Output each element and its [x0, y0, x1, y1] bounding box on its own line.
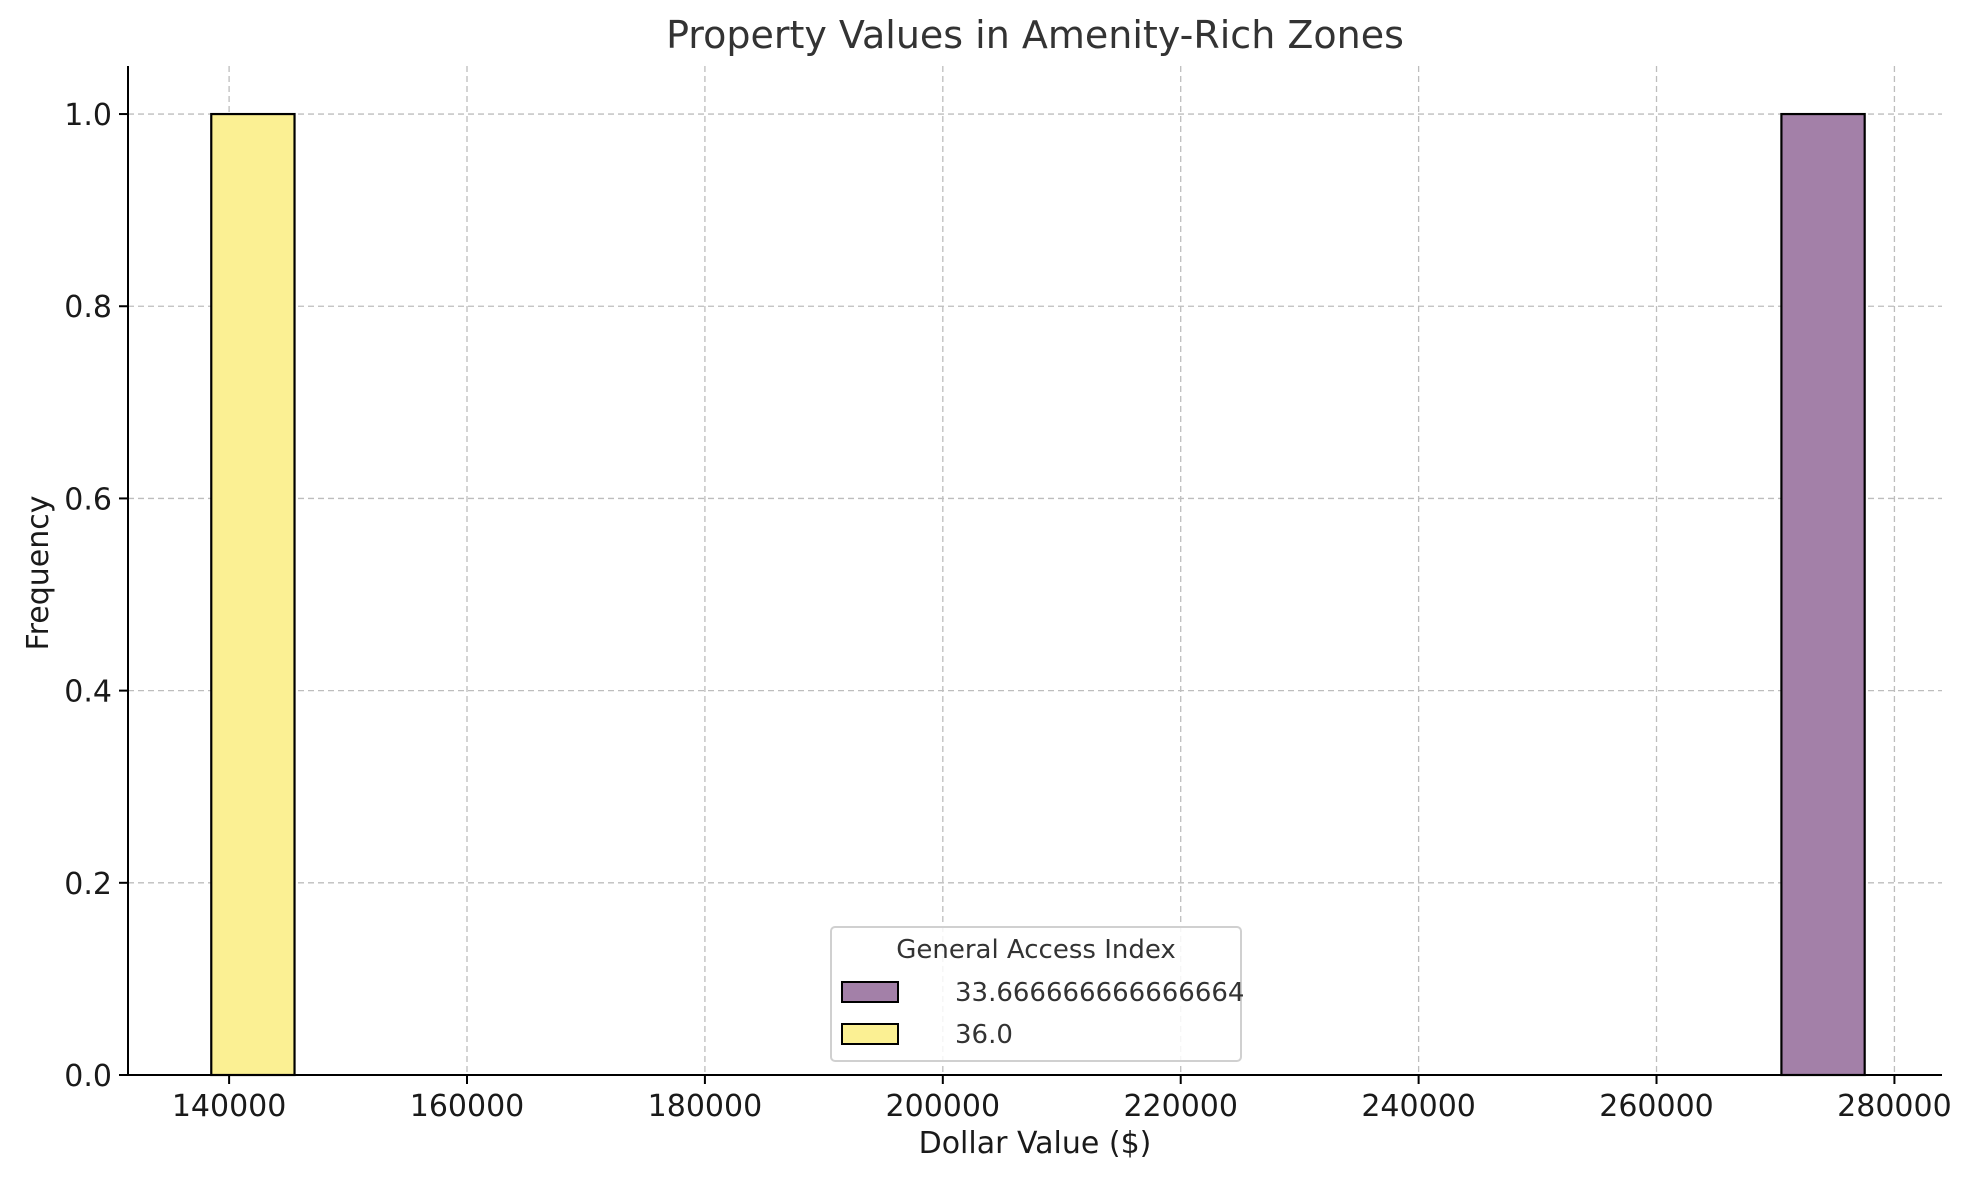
x-ticks: 140000 160000 180000 200000 220000 240000 2600…	[172, 1075, 1952, 1124]
y-tick-label: 0.8	[64, 290, 112, 325]
y-tick-label: 0.6	[64, 482, 112, 517]
legend: General Access Index 33.666666666666664 …	[830, 926, 1244, 1062]
x-tick-label: 280000	[1837, 1089, 1952, 1124]
x-tick-label: 240000	[1361, 1089, 1476, 1124]
x-tick-label: 160000	[410, 1089, 525, 1124]
bar-series-2	[210, 112, 296, 1077]
legend-title: General Access Index	[896, 935, 1176, 965]
y-ticks: 0.0 0.2 0.4 0.6 0.8 1.0	[64, 98, 128, 1094]
grid	[128, 66, 1942, 1076]
x-axis-label: Dollar Value ($)	[919, 1126, 1152, 1161]
y-tick-label: 1.0	[64, 98, 112, 133]
bar-series-1	[1780, 112, 1866, 1077]
x-tick-label: 220000	[1123, 1089, 1238, 1124]
x-tick-label: 260000	[1599, 1089, 1714, 1124]
bars	[210, 112, 1866, 1077]
chart-title: Property Values in Amenity-Rich Zones	[666, 13, 1404, 57]
legend-swatch-series-2	[841, 1023, 899, 1045]
y-tick-label: 0.4	[64, 675, 112, 710]
legend-swatch-series-1	[841, 981, 899, 1003]
legend-box	[830, 926, 1242, 1062]
y-tick-label: 0.0	[64, 1059, 112, 1094]
axes	[127, 66, 1942, 1076]
legend-label-series-1: 33.666666666666664	[955, 978, 1244, 1008]
y-tick-label: 0.2	[64, 867, 112, 902]
x-tick-label: 200000	[886, 1089, 1001, 1124]
x-tick-label: 140000	[172, 1089, 287, 1124]
y-axis-label: Frequency	[21, 496, 56, 651]
legend-label-series-2: 36.0	[955, 1020, 1013, 1050]
x-tick-label: 180000	[648, 1089, 763, 1124]
